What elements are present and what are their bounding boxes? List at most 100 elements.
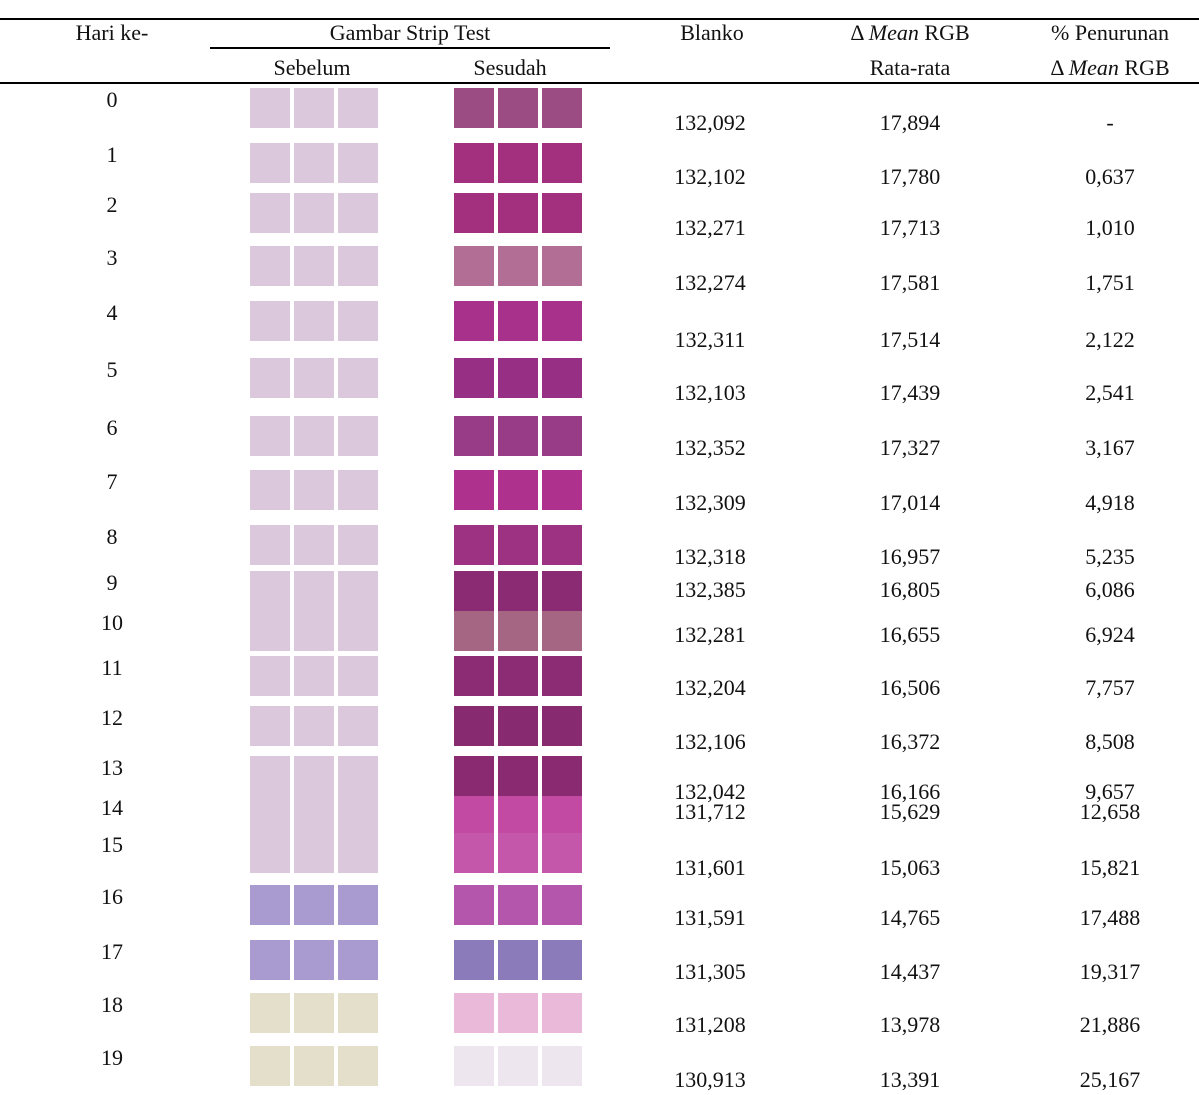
- strip-after: [454, 940, 494, 980]
- day-cell: 8: [106, 524, 118, 549]
- delta-cell: 13,391: [879, 1067, 941, 1092]
- strip-after: [542, 193, 582, 233]
- delta-cell: 15,063: [879, 855, 941, 880]
- strip-before: [250, 88, 290, 128]
- pct-cell: 17,488: [1079, 905, 1141, 930]
- strip-before: [338, 301, 378, 341]
- strip-before: [338, 143, 378, 183]
- strip-before: [338, 796, 378, 836]
- strip-before: [294, 993, 334, 1033]
- blanko-cell: 132,042: [674, 779, 746, 804]
- blanko-cell: 132,092: [674, 110, 746, 135]
- strip-after: [542, 611, 582, 651]
- delta-cell: 17,780: [879, 164, 941, 189]
- strip-after: [542, 796, 582, 836]
- strip-after: [542, 993, 582, 1033]
- strip-after: [498, 656, 538, 696]
- strip-after: [454, 88, 494, 128]
- strip-after: [542, 416, 582, 456]
- blanko-cell: 132,106: [674, 729, 746, 754]
- strip-after: [454, 885, 494, 925]
- strip-before: [250, 611, 290, 651]
- strip-after: [498, 611, 538, 651]
- strip-before: [294, 246, 334, 286]
- strip-before: [250, 525, 290, 565]
- delta-cell: 16,506: [879, 675, 941, 700]
- strip-after: [542, 571, 582, 611]
- strip-before: [250, 571, 290, 611]
- day-cell: 2: [106, 192, 118, 217]
- strip-before: [250, 756, 290, 796]
- strip-before: [250, 706, 290, 746]
- header-rule: [0, 82, 1199, 84]
- strip-after: [498, 88, 538, 128]
- blanko-cell: 132,204: [674, 675, 746, 700]
- pct-cell: 15,821: [1079, 855, 1141, 880]
- pct-cell: 0,637: [1085, 164, 1135, 189]
- strip-after: [454, 143, 494, 183]
- delta-cell: 14,437: [879, 959, 941, 984]
- strip-before: [294, 193, 334, 233]
- blanko-cell: 132,102: [674, 164, 746, 189]
- strip-after: [542, 246, 582, 286]
- strip-after: [454, 706, 494, 746]
- day-cell: 0: [106, 87, 118, 112]
- symbol: Δ: [1050, 55, 1064, 80]
- blanko-cell: 132,271: [674, 215, 746, 240]
- strip-before: [294, 796, 334, 836]
- strip-after: [498, 756, 538, 796]
- strip-before: [338, 470, 378, 510]
- header-pct-sub: Δ Mean RGB: [1050, 57, 1169, 79]
- strip-after: [498, 571, 538, 611]
- blanko-cell: 132,311: [674, 327, 746, 352]
- strip-after: [498, 301, 538, 341]
- strip-after: [454, 833, 494, 873]
- blanko-cell: 132,274: [674, 270, 746, 295]
- strip-after: [542, 756, 582, 796]
- strip-before: [294, 301, 334, 341]
- header-delta: Δ Mean RGB: [850, 22, 969, 44]
- strip-after: [542, 470, 582, 510]
- group-rule: [210, 47, 610, 49]
- unit: RGB: [1124, 55, 1170, 80]
- strip-after: [454, 656, 494, 696]
- strip-before: [338, 993, 378, 1033]
- strip-after: [454, 246, 494, 286]
- strip-before: [338, 611, 378, 651]
- strip-after: [498, 885, 538, 925]
- strip-after: [542, 656, 582, 696]
- strip-after: [498, 143, 538, 183]
- italic: Mean: [1068, 55, 1119, 80]
- strip-before: [338, 416, 378, 456]
- blanko-cell: 131,208: [674, 1012, 746, 1037]
- pct-cell: 1,010: [1085, 215, 1135, 240]
- strip-after: [454, 796, 494, 836]
- day-cell: 18: [101, 992, 123, 1017]
- top-rule: [0, 18, 1199, 20]
- blanko-cell: 132,309: [674, 490, 746, 515]
- strip-before: [294, 416, 334, 456]
- header-strip: Gambar Strip Test: [329, 20, 491, 45]
- pct-cell: 1,751: [1085, 270, 1135, 295]
- day-cell: 14: [101, 795, 123, 820]
- strip-after: [498, 833, 538, 873]
- delta-cell: 17,581: [879, 270, 941, 295]
- strip-before: [294, 470, 334, 510]
- symbol: Δ: [850, 20, 864, 45]
- header-day: Hari ke-: [75, 20, 149, 45]
- delta-cell: 16,957: [879, 544, 941, 569]
- strip-before: [250, 301, 290, 341]
- blanko-cell: 132,385: [674, 577, 746, 602]
- strip-before: [294, 571, 334, 611]
- strip-after: [454, 525, 494, 565]
- header-delta-sub: Rata-rata: [869, 55, 951, 80]
- unit: RGB: [924, 20, 970, 45]
- strip-after: [498, 796, 538, 836]
- strip-after: [542, 940, 582, 980]
- blanko-cell: 132,352: [674, 435, 746, 460]
- strip-before: [294, 88, 334, 128]
- strip-before: [294, 756, 334, 796]
- italic: Mean: [868, 20, 919, 45]
- strip-before: [338, 940, 378, 980]
- pct-cell: 7,757: [1085, 675, 1135, 700]
